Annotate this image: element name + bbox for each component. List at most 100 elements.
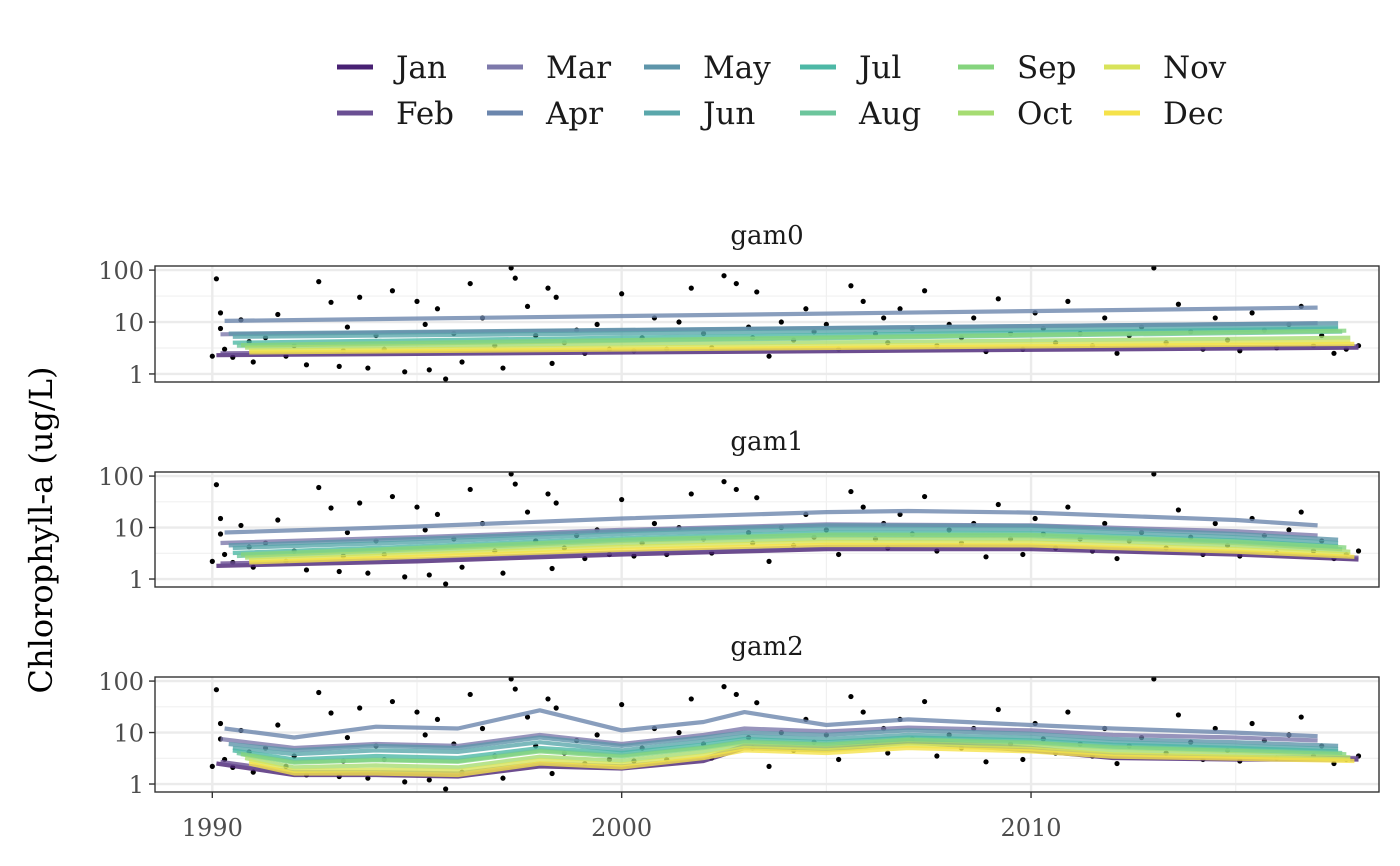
panel-border	[154, 471, 1380, 588]
panel-strip-label: gam1	[730, 427, 803, 457]
observation-point	[1298, 509, 1304, 515]
observation-point	[1102, 315, 1108, 321]
y-tick-label: 100	[98, 668, 144, 696]
observation-point	[414, 298, 420, 304]
observation-point	[733, 486, 739, 493]
observation-point	[676, 319, 682, 325]
observation-point	[885, 750, 891, 756]
legend-item-nov: Nov	[1104, 50, 1227, 86]
series-line-oct	[244, 741, 1351, 770]
observation-point	[217, 310, 224, 316]
observation-point	[545, 696, 551, 702]
observation-point	[316, 484, 322, 491]
observation-point	[553, 500, 559, 506]
observation-point	[217, 531, 224, 537]
observation-point	[344, 529, 351, 536]
observation-point	[357, 294, 363, 300]
observation-point	[549, 360, 555, 366]
legend-item-jan: Jan	[337, 50, 447, 86]
series-line-dec	[249, 542, 1355, 565]
observation-point	[328, 505, 334, 511]
observation-point	[1020, 756, 1026, 763]
observation-point	[524, 509, 531, 515]
observation-point	[365, 570, 371, 576]
observation-point	[1065, 504, 1071, 510]
observation-point	[836, 756, 842, 763]
observation-point	[733, 280, 739, 287]
observation-point	[1032, 515, 1038, 522]
series-lines	[216, 708, 1359, 779]
observation-point	[549, 770, 555, 777]
observation-point	[357, 500, 363, 506]
legend-label: Dec	[1163, 96, 1224, 132]
observation-point	[303, 567, 310, 573]
observation-point	[1102, 520, 1108, 527]
observation-point	[512, 275, 518, 281]
observation-point	[922, 288, 928, 294]
observation-point	[389, 493, 396, 500]
observation-point	[1175, 507, 1182, 513]
legend-item-oct: Oct	[958, 96, 1073, 132]
observation-point	[213, 276, 220, 282]
observation-point	[275, 311, 281, 318]
series-line-may	[228, 321, 1339, 336]
observation-point	[651, 520, 658, 527]
legend-item-dec: Dec	[1104, 96, 1224, 132]
observation-point	[217, 720, 224, 727]
observation-point	[434, 716, 441, 723]
observation-point	[402, 574, 408, 580]
observation-point	[995, 501, 1001, 508]
observation-point	[1212, 520, 1218, 527]
observation-point	[365, 365, 371, 371]
observation-point	[836, 551, 842, 558]
observation-point	[524, 714, 531, 720]
observation-point	[823, 321, 829, 328]
observation-point	[213, 482, 220, 488]
observation-point	[238, 522, 244, 529]
observation-point	[1355, 548, 1362, 554]
x-tick-label: 2000	[591, 814, 652, 842]
observation-point	[1212, 315, 1218, 321]
y-axis-title: Chlorophyll-a (ug/L)	[22, 367, 60, 694]
panel-gam0: gam0 1 10 100	[98, 221, 1380, 389]
observation-point	[766, 763, 772, 770]
observation-point	[275, 517, 281, 523]
observation-point	[422, 321, 428, 328]
legend-item-feb: Feb	[337, 96, 454, 132]
observation-point	[422, 732, 428, 738]
legend-item-jul: Jul	[800, 50, 901, 86]
legend-item-aug: Aug	[800, 96, 921, 132]
observation-point	[619, 701, 625, 708]
observation-point	[500, 365, 506, 371]
observation-point	[860, 709, 866, 715]
observation-point	[1020, 551, 1026, 558]
legend-item-sep: Sep	[958, 50, 1076, 86]
observation-point	[688, 696, 694, 702]
panel-border	[154, 265, 1380, 383]
observation-point	[316, 279, 322, 285]
legend-item-mar: Mar	[487, 50, 611, 86]
observation-point	[422, 527, 428, 533]
observation-point	[983, 759, 989, 765]
observation-point	[995, 706, 1001, 713]
observation-point	[848, 488, 854, 495]
x-tick-label: 1990	[182, 814, 243, 842]
y-tick-label: 100	[98, 463, 144, 491]
observation-point	[303, 362, 310, 368]
observation-point	[512, 686, 518, 692]
observation-point	[217, 325, 224, 332]
legend-item-apr: Apr	[487, 96, 603, 132]
observation-point	[459, 564, 465, 570]
observation-point	[545, 491, 551, 497]
panel-strip-label: gam0	[730, 221, 803, 251]
observation-point	[676, 729, 682, 736]
observation-point	[209, 763, 215, 770]
observation-point	[524, 303, 531, 310]
y-tick-label: 1	[129, 771, 144, 799]
series-line-sep	[240, 737, 1347, 765]
observation-point	[1065, 298, 1071, 304]
y-tick-label: 10	[113, 515, 144, 543]
observation-point	[766, 558, 772, 565]
series-line-may	[228, 523, 1339, 548]
observation-point	[922, 698, 928, 705]
